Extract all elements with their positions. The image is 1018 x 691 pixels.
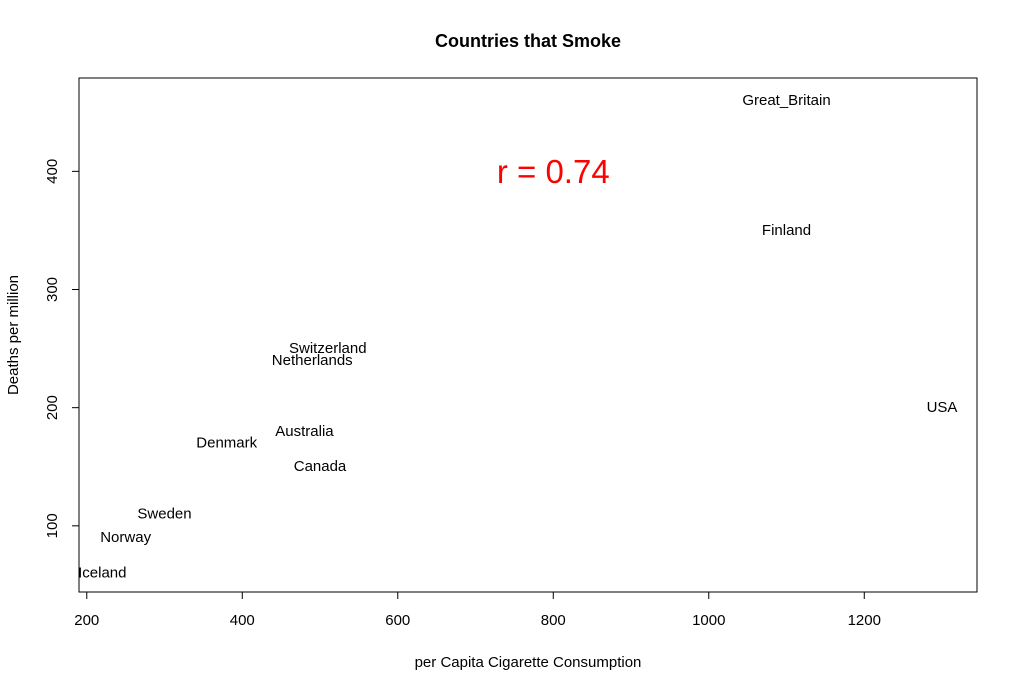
point-label: Canada [294, 458, 347, 475]
chart-title: Countries that Smoke [435, 31, 621, 51]
x-tick-label: 1000 [692, 612, 725, 629]
y-axis: 100 200 300 400 [44, 159, 80, 538]
correlation-annotation: r = 0.74 [497, 153, 610, 190]
x-tick-label: 200 [74, 612, 99, 629]
y-tick-label: 200 [44, 395, 61, 420]
y-tick-label: 300 [44, 277, 61, 302]
point-label: Finland [762, 222, 811, 239]
x-axis-label: per Capita Cigarette Consumption [415, 654, 642, 671]
x-tick-label: 800 [541, 612, 566, 629]
y-axis-label: Deaths per million [5, 275, 22, 395]
point-label: Great_Britain [742, 92, 830, 109]
point-label: USA [927, 399, 958, 416]
point-label: Sweden [137, 506, 191, 523]
point-label: Iceland [78, 565, 126, 582]
point-label: Netherlands [272, 352, 353, 369]
point-labels: Great_Britain Finland SwitzerlandNetherlan… [78, 92, 957, 582]
x-tick-label: 600 [385, 612, 410, 629]
point-label: Australia [275, 423, 334, 440]
point-label: Denmark [196, 435, 257, 452]
point-label: Switzerland [289, 340, 367, 357]
x-tick-label: 1200 [848, 612, 881, 629]
x-axis: 200 400 600 800 1000 1200 [74, 591, 881, 629]
y-tick-label: 100 [44, 513, 61, 538]
x-tick-label: 400 [230, 612, 255, 629]
point-label: Norway [100, 529, 151, 546]
y-tick-label: 400 [44, 159, 61, 184]
